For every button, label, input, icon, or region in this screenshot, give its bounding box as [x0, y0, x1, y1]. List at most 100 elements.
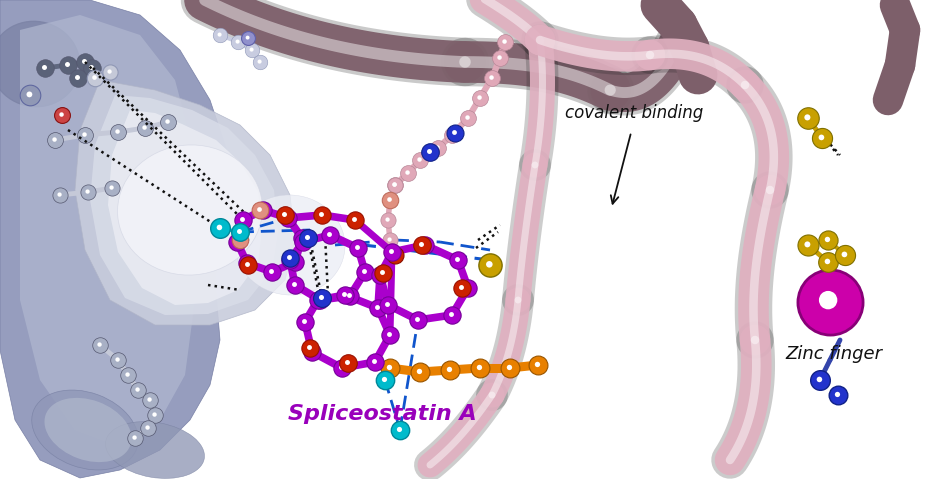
Point [366, 358, 381, 365]
Point [70, 74, 85, 81]
Point [231, 236, 246, 243]
Point [228, 238, 244, 245]
Point [337, 291, 352, 299]
Point [143, 396, 158, 404]
Point [447, 129, 462, 137]
Point [416, 240, 431, 248]
Point [449, 256, 464, 263]
Point [382, 196, 397, 204]
Point [380, 216, 396, 224]
Point [147, 411, 162, 419]
Point [819, 297, 834, 304]
Point [337, 291, 352, 298]
Point [482, 261, 497, 269]
Point [819, 236, 834, 243]
Point [460, 114, 475, 122]
Point [255, 206, 270, 214]
Point [392, 426, 407, 434]
Point [147, 411, 162, 418]
Point [102, 68, 117, 75]
Point [302, 343, 317, 351]
Point [240, 34, 255, 42]
Point [334, 364, 349, 372]
Point [381, 236, 396, 243]
Polygon shape [108, 110, 261, 305]
Point [483, 74, 498, 81]
Point [130, 386, 145, 393]
Point [421, 148, 436, 155]
Point [412, 156, 427, 164]
Point [230, 38, 245, 46]
Point [386, 251, 401, 258]
Point [55, 111, 70, 119]
Point [160, 118, 175, 125]
Point [252, 58, 267, 66]
Point [299, 234, 314, 241]
Point [310, 296, 325, 303]
Point [212, 224, 228, 232]
Point [372, 271, 387, 279]
Point [379, 301, 395, 308]
Point [229, 38, 244, 46]
Point [460, 284, 475, 292]
Point [387, 251, 402, 259]
Point [126, 433, 142, 441]
Point [76, 57, 92, 65]
Point [255, 205, 270, 213]
Point [76, 131, 92, 138]
Point [350, 244, 365, 252]
Polygon shape [0, 0, 229, 478]
Point [281, 256, 296, 263]
Point [412, 368, 427, 376]
Ellipse shape [32, 390, 138, 470]
Point [447, 129, 462, 137]
Point [380, 301, 396, 309]
Point [384, 248, 399, 256]
Point [105, 184, 120, 192]
Point [120, 371, 135, 379]
Point [239, 259, 254, 266]
Point [23, 91, 38, 99]
Point [80, 188, 95, 196]
Ellipse shape [117, 145, 262, 275]
Point [375, 269, 390, 277]
Point [322, 231, 337, 239]
Point [502, 364, 517, 372]
Point [799, 240, 814, 248]
Point [410, 316, 425, 323]
Point [212, 31, 228, 39]
Point [244, 46, 259, 54]
Point [232, 236, 247, 244]
Point [280, 214, 295, 222]
Polygon shape [90, 95, 278, 315]
Point [314, 211, 329, 219]
Point [279, 214, 295, 221]
Point [77, 58, 93, 66]
Point [442, 366, 457, 374]
Point [392, 426, 407, 433]
Point [450, 256, 465, 264]
Point [382, 196, 397, 204]
Point [127, 434, 143, 442]
Text: covalent binding: covalent binding [565, 104, 702, 122]
Point [377, 376, 392, 383]
Point [84, 64, 99, 71]
Point [442, 365, 457, 373]
Point [410, 316, 425, 324]
Point [417, 241, 432, 249]
Point [333, 364, 348, 371]
Point [84, 64, 99, 72]
Point [211, 31, 227, 38]
Point [295, 234, 310, 242]
Point [287, 281, 302, 289]
Point [811, 376, 826, 383]
Point [38, 64, 53, 72]
Point [252, 205, 267, 213]
Point [821, 298, 836, 306]
Point [110, 356, 126, 364]
Ellipse shape [0, 22, 79, 107]
Point [530, 361, 545, 368]
Point [381, 331, 396, 338]
Point [60, 61, 76, 69]
Point [137, 124, 152, 132]
